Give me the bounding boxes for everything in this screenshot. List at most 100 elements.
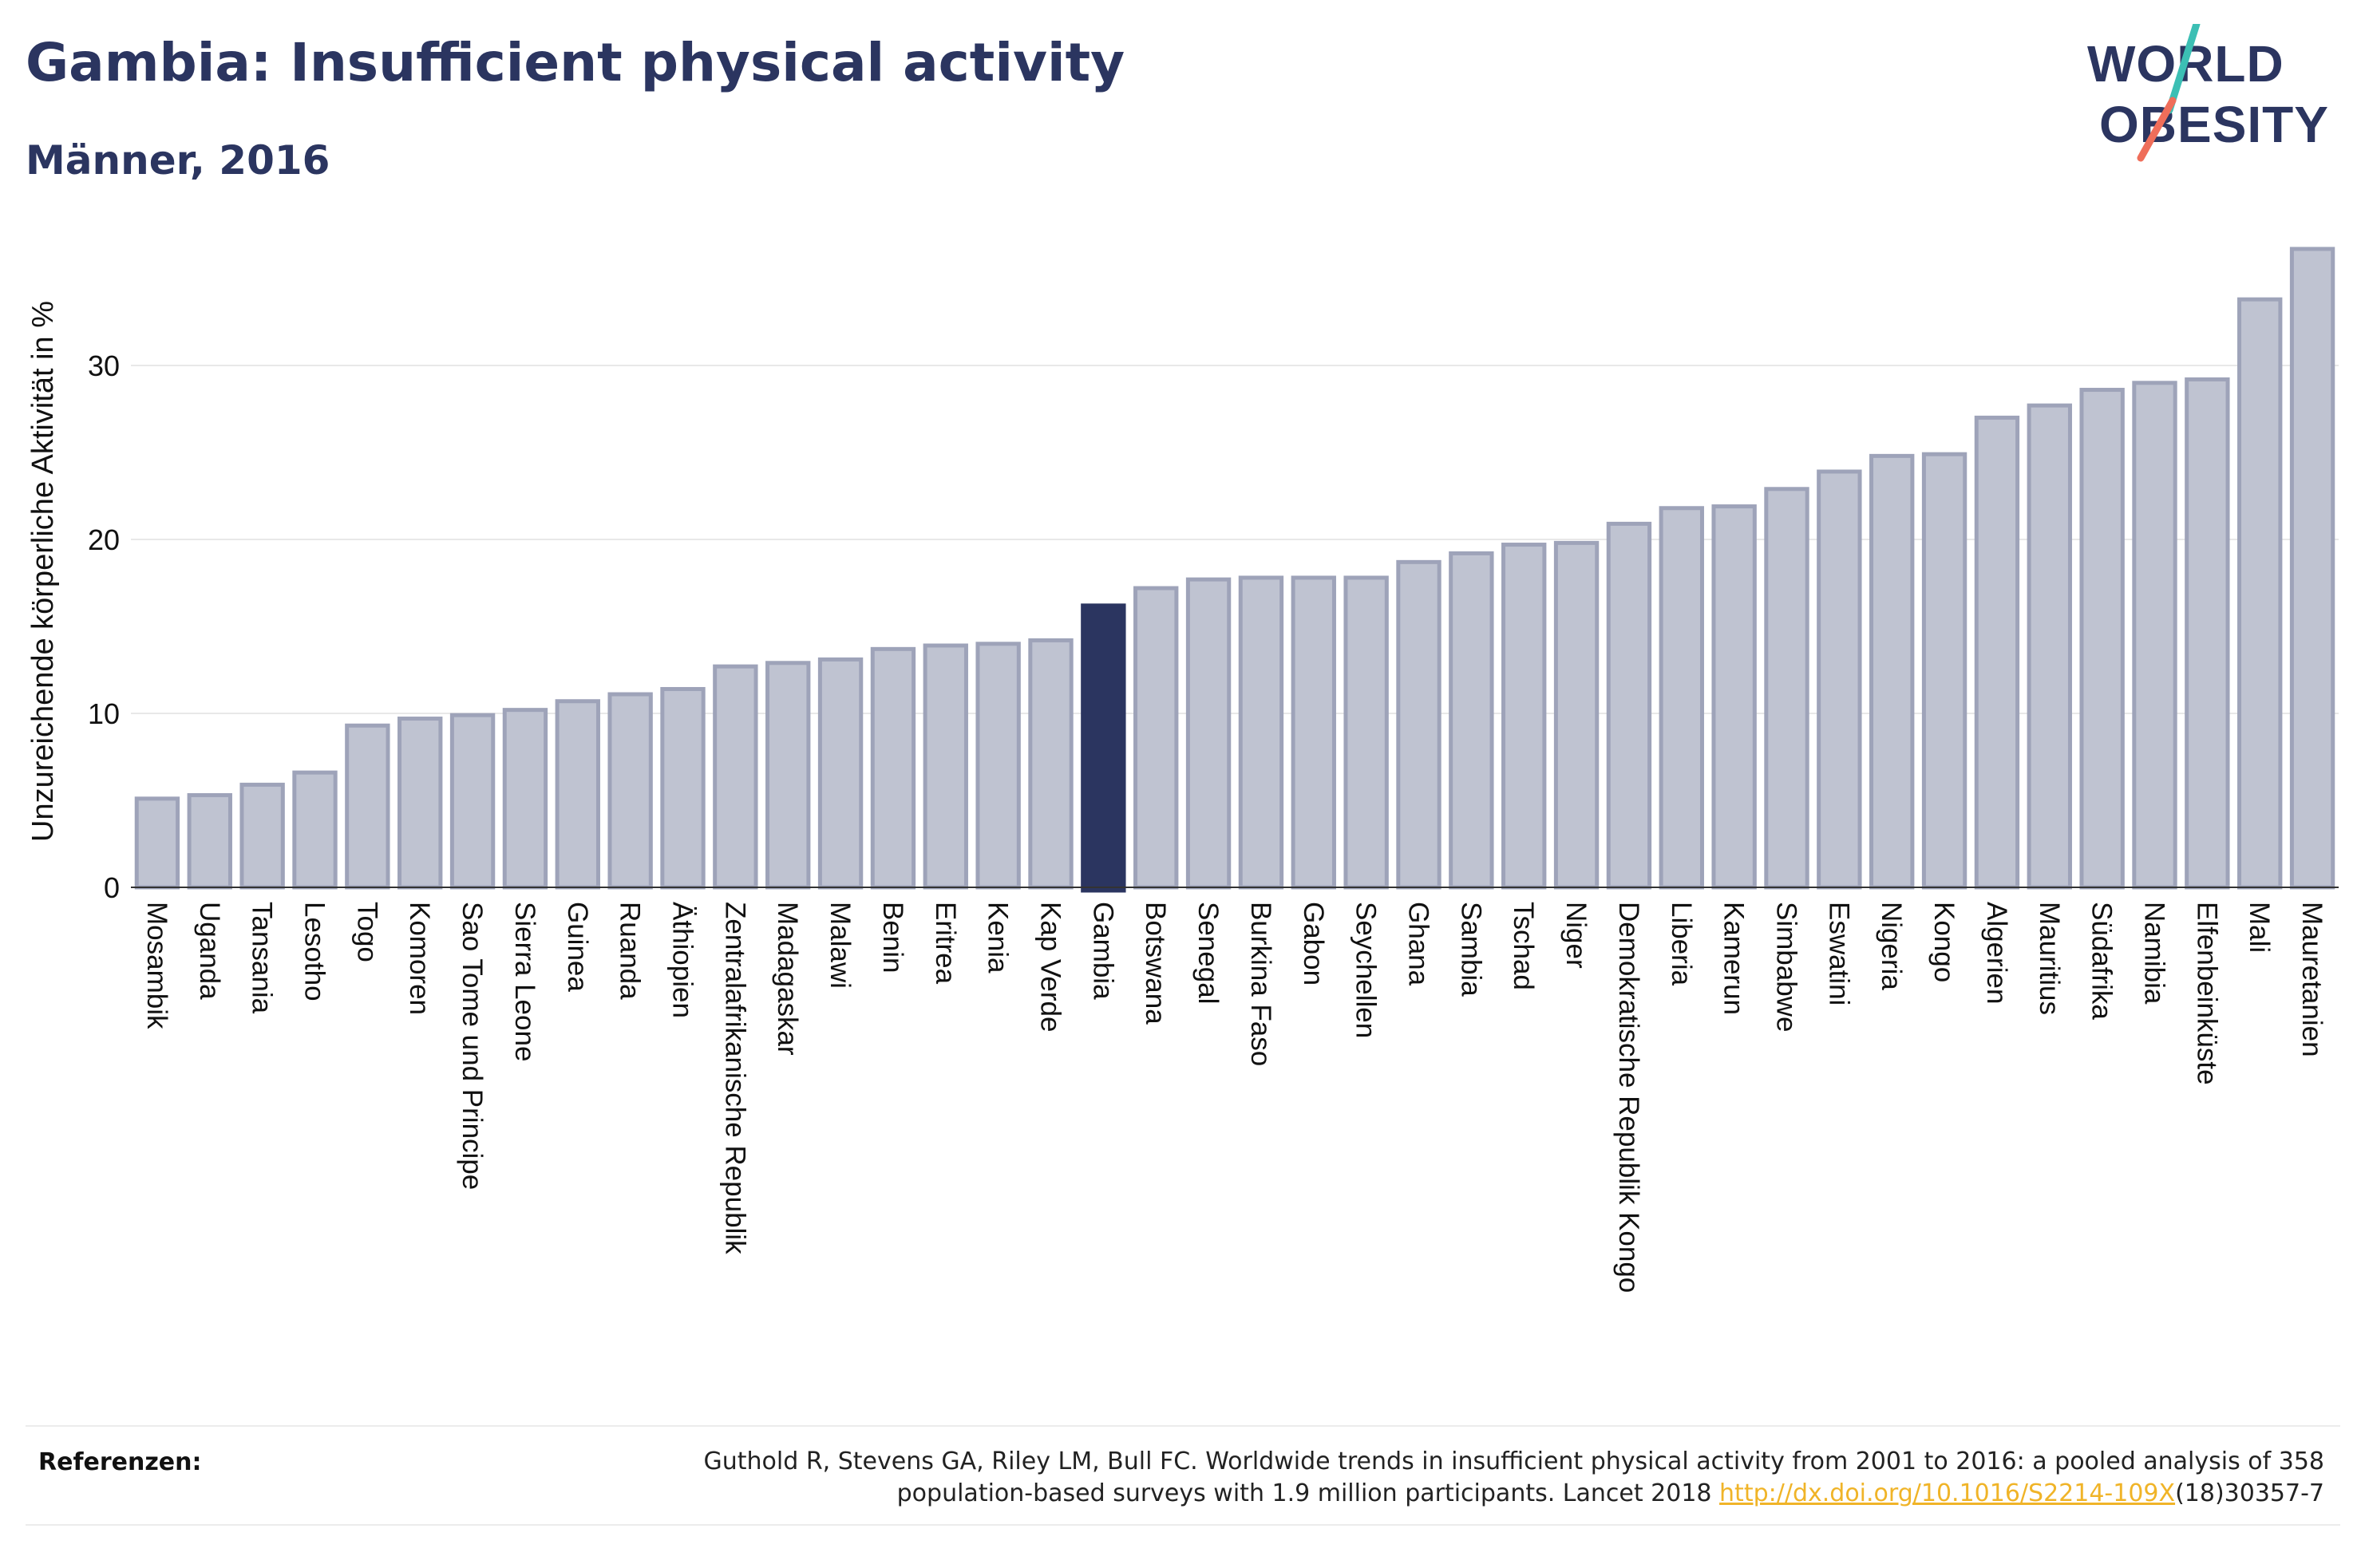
- bar-togo: [345, 723, 390, 890]
- bar-sao-tome-und-principe: [449, 713, 496, 890]
- bar-lesotho: [292, 770, 338, 890]
- bar-benin: [870, 646, 916, 890]
- bar-chart: 0 10 20 30 Mosambik Uganda Tansania Lesotho Tog…: [26, 247, 2339, 1293]
- bar-mali: [2237, 297, 2283, 890]
- x-tick-label: Ghana: [1403, 902, 1434, 986]
- x-tick-label: Südafrika: [2086, 902, 2118, 1020]
- x-tick-label: Togo: [351, 902, 382, 962]
- x-tick-label: Gabon: [1298, 902, 1329, 985]
- bar-demokratische-republik-kongo: [1606, 521, 1652, 890]
- bar-burkina-faso: [1238, 575, 1284, 890]
- bar-eritrea: [923, 643, 968, 890]
- x-tick-label: Elfenbeinküste: [2191, 902, 2222, 1085]
- bar-guinea: [555, 699, 600, 890]
- bar-ghana: [1396, 559, 1442, 890]
- x-tick-label: Malawi: [825, 902, 856, 989]
- x-tick-label: Nigeria: [1876, 902, 1907, 990]
- x-tick-label: Madagaskar: [772, 902, 803, 1056]
- y-tick-labels: 0 10 20 30: [88, 350, 120, 904]
- bar-seychellen: [1343, 575, 1389, 890]
- x-tick-label: Mauretanien: [2296, 902, 2327, 1057]
- x-tick-label: Benin: [877, 902, 908, 974]
- x-tick-label: Algerien: [1981, 902, 2012, 1004]
- logo-slash-top: [2165, 24, 2201, 114]
- bar-elfenbeinküste: [2185, 377, 2230, 890]
- bar-komoren: [397, 717, 443, 890]
- references-label: Referenzen:: [38, 1448, 202, 1476]
- x-tick-label: Tansania: [247, 902, 278, 1014]
- x-tick-label: Mosambik: [141, 902, 172, 1029]
- x-tick-label: Ruanda: [615, 902, 646, 1000]
- x-tick-label: Sambia: [1455, 902, 1486, 997]
- bar-ruanda: [607, 692, 653, 890]
- bar-kenia: [975, 642, 1021, 890]
- x-tick-label: Lesotho: [299, 902, 330, 1001]
- x-tick-label: Gambia: [1087, 902, 1118, 1000]
- x-tick-label: Kenia: [983, 902, 1014, 974]
- logo-slash-bottom: [2137, 97, 2177, 162]
- x-tick-label: Kongo: [1928, 902, 1960, 982]
- x-tick-label: Burkina Faso: [1245, 902, 1276, 1066]
- x-tick-label: Botswana: [1140, 902, 1171, 1025]
- chart-title: Gambia: Insufficient physical activity: [26, 32, 1125, 93]
- bar-kamerun: [1711, 504, 1757, 890]
- bar-mauretanien: [2289, 247, 2335, 890]
- bar-algerien: [1974, 415, 2020, 890]
- x-tick-label: Guinea: [562, 902, 593, 992]
- y-tick-label: 0: [104, 871, 120, 904]
- references-divider-bottom: [26, 1524, 2340, 1526]
- bar-sierra-leone: [502, 708, 548, 890]
- x-tick-label: Liberia: [1666, 902, 1697, 986]
- x-tick-label: Äthiopien: [667, 902, 698, 1018]
- references-line2: population-based surveys with 1.9 millio…: [896, 1479, 1720, 1507]
- y-axis-label: Unzureichende körperliche Aktivität in %: [26, 301, 60, 842]
- references-line1: Guthold R, Stevens GA, Riley LM, Bull FC…: [703, 1448, 2324, 1475]
- bar-liberia: [1659, 506, 1704, 890]
- x-tick-label: Uganda: [194, 902, 225, 1000]
- bar-botswana: [1133, 586, 1179, 890]
- x-tick-label: Mali: [2244, 902, 2275, 953]
- bar-kap-verde: [1028, 638, 1074, 890]
- x-tick-label: Tschad: [1508, 902, 1539, 990]
- bar-tansania: [239, 782, 285, 890]
- x-tick-label: Sao Tome und Principe: [457, 902, 488, 1190]
- x-tick-label: Kamerun: [1718, 902, 1750, 1015]
- bar-simbabwe: [1764, 487, 1809, 890]
- bar-sambia: [1449, 551, 1494, 890]
- bar-namibia: [2132, 381, 2177, 890]
- bar-senegal: [1185, 577, 1232, 890]
- bar-mosambik: [134, 796, 180, 890]
- x-tick-label: Namibia: [2139, 902, 2170, 1005]
- bar-mauritius: [2027, 403, 2072, 890]
- x-tick-label: Komoren: [404, 902, 435, 1015]
- world-obesity-logo: WORLD OBESITY: [2087, 24, 2329, 162]
- y-tick-label: 10: [88, 697, 120, 730]
- bar-kongo: [1921, 452, 1968, 890]
- bar-gambia: [1081, 603, 1126, 893]
- bar-malawi: [817, 657, 864, 890]
- chart-subtitle: Männer, 2016: [26, 137, 330, 184]
- x-tick-label: Seychellen: [1351, 902, 1382, 1038]
- x-tick-label: Senegal: [1192, 902, 1224, 1004]
- bar-eswatini: [1817, 469, 1862, 890]
- references-text: Guthold R, Stevens GA, Riley LM, Bull FC…: [520, 1446, 2324, 1510]
- references-doi-link[interactable]: http://dx.doi.org/10.1016/S2214-109X: [1719, 1479, 2176, 1507]
- bar-madagaskar: [765, 661, 811, 890]
- x-tick-label: Eswatini: [1823, 902, 1854, 1005]
- logo-line2: OBESITY: [2099, 96, 2329, 153]
- bar-zentralafrikanische-republik: [713, 664, 758, 890]
- references-divider-top: [26, 1425, 2340, 1427]
- x-tick-label: Zentralafrikanische Republik: [719, 902, 750, 1254]
- x-tick-label: Simbabwe: [1771, 902, 1802, 1032]
- y-tick-label: 30: [88, 350, 120, 382]
- bar-gabon: [1291, 575, 1336, 890]
- x-tick-label: Sierra Leone: [509, 902, 540, 1061]
- x-tick-label: Demokratische Republik Kongo: [1613, 902, 1644, 1293]
- bars: [134, 247, 2335, 893]
- bar-niger: [1553, 540, 1600, 890]
- x-tick-label: Eritrea: [930, 902, 961, 985]
- grid-lines: [131, 365, 2339, 714]
- references-line2-end: (18)30357-7: [2175, 1479, 2324, 1507]
- x-tick-label: Kap Verde: [1035, 902, 1066, 1032]
- bar-äthiopien: [660, 686, 706, 890]
